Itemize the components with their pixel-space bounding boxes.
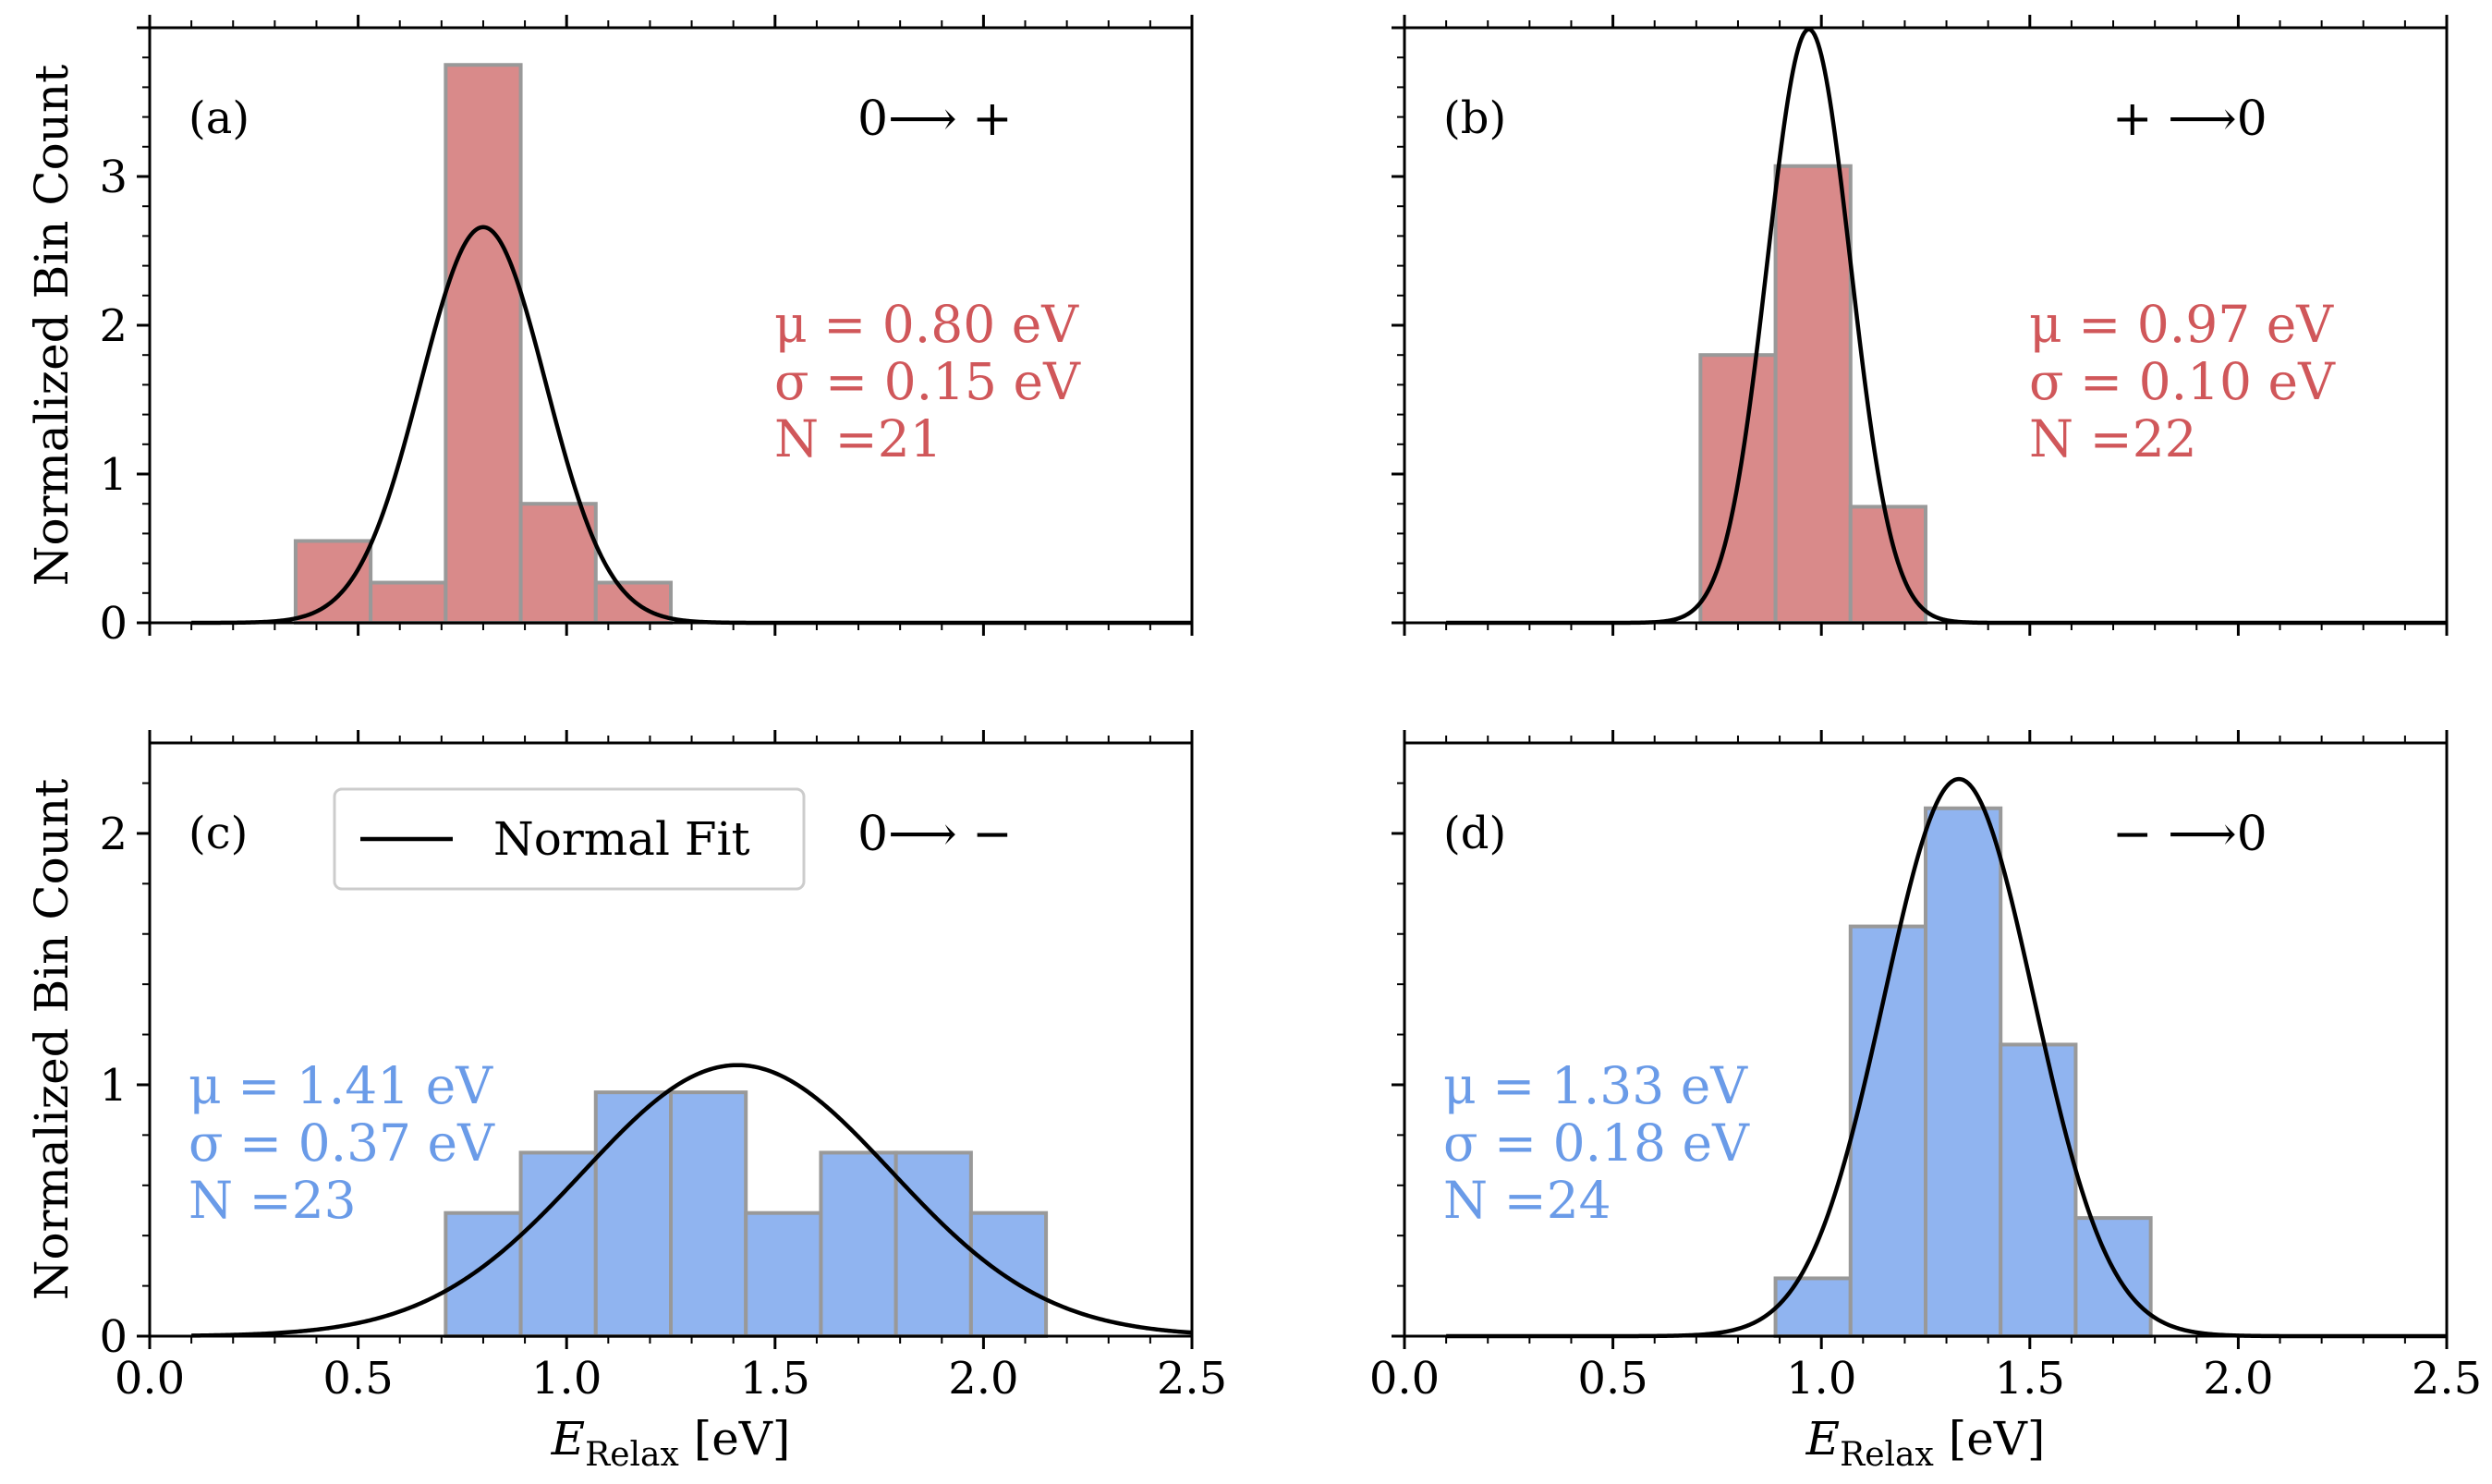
stat-text: N =24: [1443, 1171, 1611, 1230]
x-tick-label: 2.5: [2412, 1353, 2482, 1405]
histogram-bar: [369, 580, 448, 626]
axes-frame: [1403, 741, 2449, 1338]
legend: Normal Fit: [333, 787, 806, 891]
stat-text: μ = 0.97 eV: [2029, 295, 2334, 354]
panel-c: 0 1 2 0.0 0.5 1.0 1.5 2.0 2.5 Normalized Bin Coun…: [25, 730, 1227, 1474]
histogram-bar: [444, 63, 523, 625]
histogram-bar: [2073, 1216, 2153, 1338]
x-tick-label: 2.0: [2203, 1353, 2273, 1405]
y-tick-label: 0: [99, 598, 128, 650]
x-axis-label: ERelax [eV]: [551, 1412, 791, 1474]
stat-text: N =22: [2029, 409, 2197, 468]
histogram-bar: [444, 1210, 523, 1338]
histogram-bar: [593, 1090, 673, 1338]
histogram-bar: [1848, 505, 1928, 625]
stat-text: N =23: [188, 1171, 357, 1230]
histogram-bar: [1773, 1276, 1853, 1339]
x-axis-label-sub: Relax: [1840, 1436, 1934, 1474]
legend-label: Normal Fit: [493, 812, 750, 866]
histogram-bar: [1773, 164, 1853, 625]
x-tick-label: 1.5: [1995, 1353, 2065, 1405]
transition-label: 0⟶ +: [857, 91, 1013, 147]
histogram-bar: [669, 1090, 748, 1338]
stat-text: σ = 0.15 eV: [774, 352, 1081, 411]
x-tick-label: 1.5: [740, 1353, 810, 1405]
y-axis-label: Normalized Bin Count: [25, 65, 79, 586]
histogram-bar: [819, 1150, 898, 1339]
y-axis-label: Normalized Bin Count: [25, 779, 79, 1300]
histogram-bar: [893, 1150, 973, 1339]
y-tick-label: 3: [99, 152, 128, 203]
histogram-bar: [1924, 806, 2003, 1338]
histogram-bar: [293, 539, 373, 626]
histogram-bar: [744, 1210, 823, 1338]
stat-text: N =21: [774, 409, 942, 468]
histogram-bar: [1848, 924, 1928, 1338]
x-tick-label: 0.5: [1577, 1353, 1647, 1405]
normal-fit-curve: [191, 1063, 1193, 1338]
histogram-bar: [1999, 1042, 2078, 1338]
x-tick-label: 0.0: [115, 1353, 185, 1405]
x-axis-label-var: E: [1805, 1412, 1841, 1466]
stat-text: σ = 0.10 eV: [2029, 352, 2336, 411]
x-tick-label: 2.0: [948, 1353, 1018, 1405]
x-tick-label: 1.0: [1786, 1353, 1856, 1405]
y-tick-label: 1: [99, 449, 128, 501]
transition-label: − ⟶0: [2112, 807, 2267, 862]
x-axis-label-unit: [eV]: [1934, 1412, 2046, 1466]
y-tick-label: 2: [99, 300, 128, 352]
axes-frame: [148, 741, 1194, 1338]
y-tick-label: 2: [99, 809, 128, 860]
y-tick-label: 0: [99, 1311, 128, 1363]
legend-box: [333, 787, 806, 891]
histogram-bar: [518, 1150, 598, 1339]
panel-label: (b): [1443, 92, 1506, 144]
panel-label: (c): [188, 808, 248, 859]
stat-text: μ = 1.33 eV: [1443, 1056, 1748, 1115]
x-tick-label: 0.0: [1369, 1353, 1440, 1405]
transition-label: 0⟶ −: [857, 807, 1013, 862]
x-axis-label: ERelax [eV]: [1805, 1412, 2046, 1474]
panel-d: 0.0 0.5 1.0 1.5 2.0 2.5 ERelax [eV] (d) − ⟶0 μ = …: [1369, 730, 2482, 1474]
stat-text: σ = 0.37 eV: [188, 1113, 495, 1173]
x-tick-label: 2.5: [1157, 1353, 1227, 1405]
y-tick-label: 1: [99, 1060, 128, 1112]
histogram-bar: [968, 1210, 1049, 1338]
panel-label: (a): [188, 92, 249, 144]
stat-text: μ = 0.80 eV: [774, 295, 1079, 354]
panel-a: 0 1 2 3 Normalized Bin Count (a) 0⟶ + μ = 0.80 …: [25, 15, 1194, 650]
x-tick-label: 0.5: [322, 1353, 393, 1405]
x-axis-label-var: E: [551, 1412, 586, 1466]
x-tick-label: 1.0: [531, 1353, 602, 1405]
transition-label: + ⟶0: [2112, 91, 2267, 147]
panel-b: (b) + ⟶0 μ = 0.97 eVσ = 0.10 eVN =22: [1392, 15, 2449, 636]
x-axis-label-sub: Relax: [585, 1436, 679, 1474]
panel-label: (d): [1443, 808, 1506, 859]
stat-text: μ = 1.41 eV: [188, 1056, 493, 1115]
stat-text: σ = 0.18 eV: [1443, 1113, 1750, 1173]
x-axis-label-unit: [eV]: [679, 1412, 791, 1466]
